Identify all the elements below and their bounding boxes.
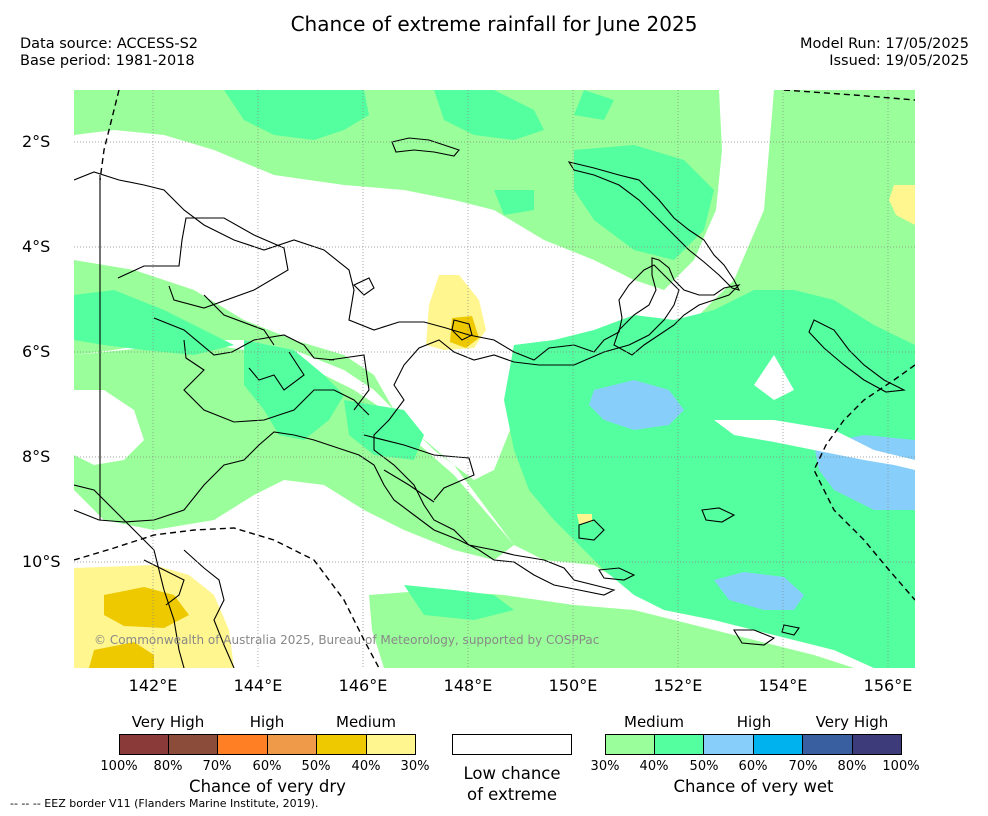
dry-level-label: High <box>249 713 285 731</box>
coastlines <box>74 137 906 668</box>
lon-label: 142°E <box>128 676 178 695</box>
wet-pct: 60% <box>738 759 768 774</box>
dry-caption: Chance of very dry <box>189 777 346 796</box>
wet-caption: Chance of very wet <box>673 777 834 796</box>
eez-border <box>74 90 915 668</box>
rainfall-map: © Commonwealth of Australia 2025, Bureau… <box>74 90 915 668</box>
wet-pct: 50% <box>689 759 719 774</box>
wet-swatch <box>852 734 902 755</box>
base-period-label: Base period: 1981-2018 <box>20 53 195 69</box>
neutral-caption: Low chance of extreme <box>452 763 572 805</box>
dry-swatch <box>267 734 317 755</box>
wet-swatch <box>605 734 655 755</box>
wet-pct: 70% <box>788 759 818 774</box>
dry-pct: 80% <box>153 759 183 774</box>
dry-swatch <box>168 734 218 755</box>
lat-label: 2°S <box>22 132 51 151</box>
issued-label: Issued: 19/05/2025 <box>829 53 969 69</box>
neutral-caption-line2: of extreme <box>466 785 558 804</box>
data-source-label: Data source: ACCESS-S2 <box>20 36 199 52</box>
wet-swatch <box>654 734 704 755</box>
header-right: Model Run: 17/05/2025 Issued: 19/05/2025 <box>800 36 969 70</box>
lon-label: 152°E <box>653 676 703 695</box>
copyright-notice: © Commonwealth of Australia 2025, Bureau… <box>94 633 599 647</box>
wet-swatch <box>753 734 803 755</box>
lat-label: 8°S <box>22 447 51 466</box>
neutral-colorbar <box>452 734 572 755</box>
wet-swatch <box>703 734 754 755</box>
lat-label: 6°S <box>22 342 51 361</box>
chart-title: Chance of extreme rainfall for June 2025 <box>290 12 698 36</box>
wet-pct: 30% <box>590 759 620 774</box>
dry-swatch <box>366 734 416 755</box>
lon-label: 144°E <box>233 676 283 695</box>
wet-colorbar <box>605 734 902 755</box>
neutral-caption-line1: Low chance <box>463 764 561 783</box>
wet-level-label: Medium <box>624 713 684 731</box>
wet-level-label: High <box>736 713 772 731</box>
dry-colorbar <box>119 734 416 755</box>
model-run-label: Model Run: 17/05/2025 <box>799 36 969 52</box>
dry-level-label: Very High <box>131 713 205 731</box>
lon-label: 156°E <box>863 676 913 695</box>
dry-pct: 60% <box>252 759 282 774</box>
lon-label: 148°E <box>443 676 493 695</box>
lon-label: 150°E <box>548 676 598 695</box>
dry-pct: 50% <box>301 759 331 774</box>
lat-label: 4°S <box>22 237 51 256</box>
graticule <box>74 90 915 668</box>
dry-swatch <box>119 734 169 755</box>
dry-pct: 30% <box>400 759 430 774</box>
dry-swatch <box>316 734 367 755</box>
neutral-swatch <box>452 734 572 755</box>
low-chance-regions <box>74 355 915 470</box>
lat-label: 10°S <box>22 552 61 571</box>
lon-label: 154°E <box>758 676 808 695</box>
dry-pct: 70% <box>202 759 232 774</box>
wet-pct: 80% <box>837 759 867 774</box>
lon-label: 146°E <box>338 676 388 695</box>
wet-swatch <box>802 734 853 755</box>
wet-pct: 100% <box>882 759 920 774</box>
dry-pct: 40% <box>351 759 381 774</box>
wet-level-label: Very High <box>815 713 889 731</box>
dry-pct: 100% <box>100 759 138 774</box>
wet-pct: 40% <box>639 759 669 774</box>
header-left: Data source: ACCESS-S2 Base period: 1981… <box>20 36 198 70</box>
dry-swatch <box>217 734 268 755</box>
dry-level-label: Medium <box>336 713 396 731</box>
eez-footnote: -- -- -- EEZ border V11 (Flanders Marine… <box>10 797 319 810</box>
